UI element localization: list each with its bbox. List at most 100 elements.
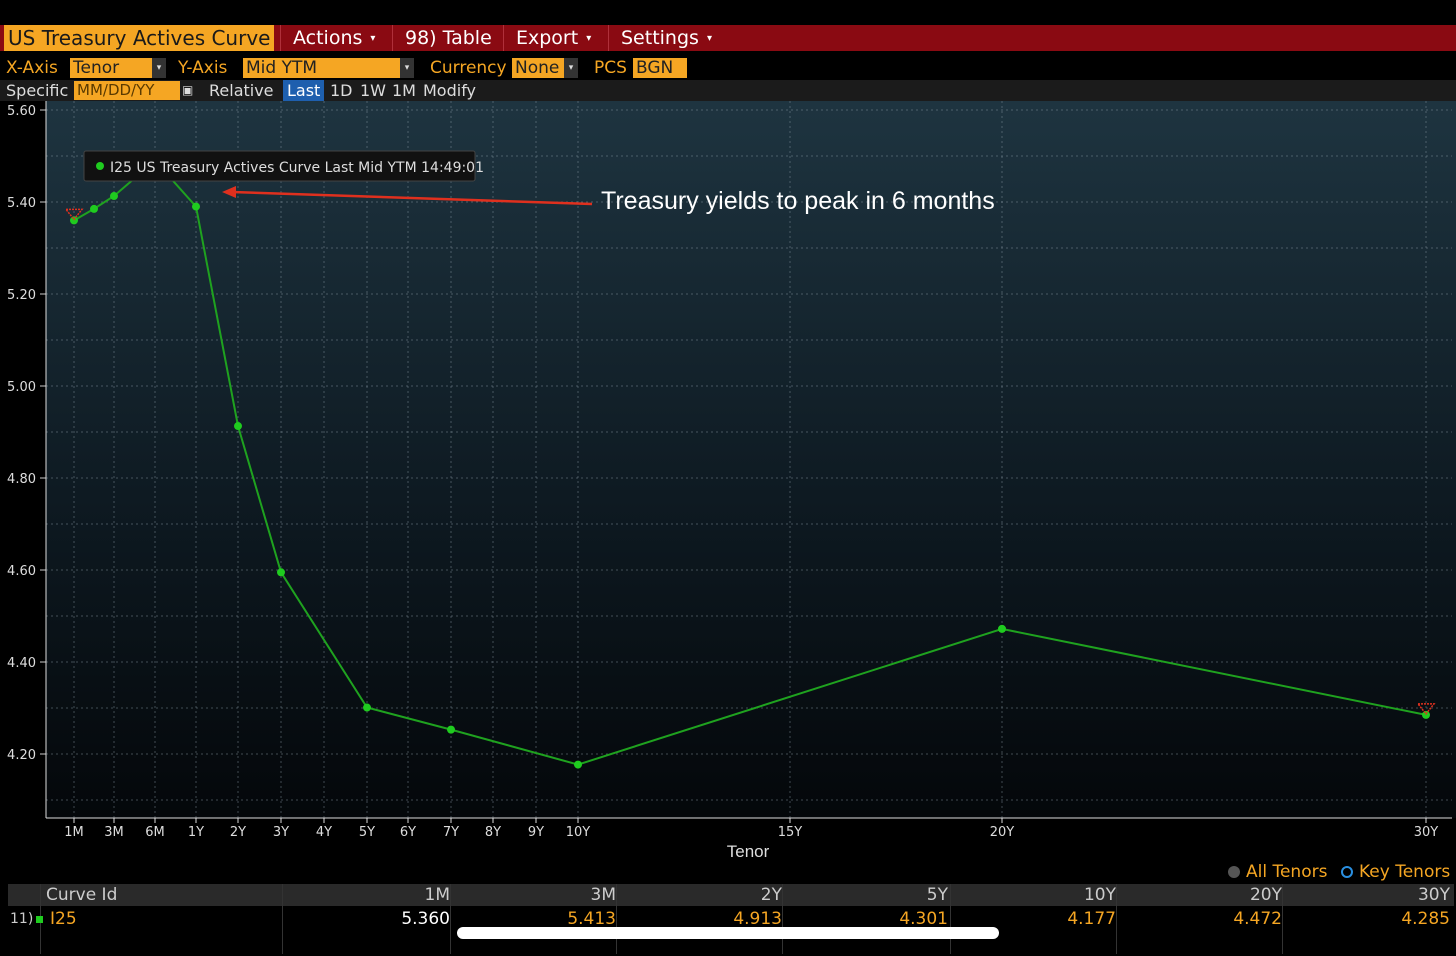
x-tick-label: 15Y: [778, 825, 803, 840]
key-tenors-toggle[interactable]: Key Tenors: [1341, 862, 1450, 882]
data-point[interactable]: [277, 568, 285, 577]
table-menu[interactable]: 98) Table: [392, 25, 504, 51]
data-point[interactable]: [574, 760, 582, 769]
x-axis: 1M 3M 6M 1Y 2Y 3Y 4Y 5Y 6Y 7Y 8Y 9Y 10Y 15Y 20Y 30Y: [46, 817, 1452, 840]
legend-dot-icon: [96, 162, 104, 170]
x-tick-label: 3M: [104, 825, 124, 840]
header-1m: 1M: [424, 885, 450, 905]
1d-button[interactable]: 1D: [330, 81, 353, 100]
data-point[interactable]: [234, 422, 242, 431]
annotation-text: Treasury yields to peak in 6 months: [601, 187, 995, 215]
xaxis-select[interactable]: Tenor ▾: [70, 58, 166, 78]
end-marker-icon: [1416, 703, 1436, 716]
last-button[interactable]: Last: [283, 80, 325, 101]
chevron-down-icon: ▾: [370, 32, 376, 44]
series-color-icon: [36, 916, 43, 923]
export-menu-label: Export: [516, 27, 579, 49]
dropdown-icon: ▾: [400, 58, 414, 78]
y-tick-label: 4.60: [7, 564, 36, 579]
table-header: Curve Id 1M 3M 2Y 5Y 10Y 20Y 30Y: [8, 884, 1454, 906]
annotation-arrow: [231, 190, 593, 206]
y-tick-label: 5.00: [7, 380, 36, 395]
dropdown-icon: ▾: [564, 58, 578, 78]
1m-button[interactable]: 1M: [392, 81, 416, 100]
x-tick-label: 1M: [64, 825, 84, 840]
data-point[interactable]: [110, 192, 118, 201]
x-tick-label: 8Y: [485, 825, 501, 840]
plot-background: [46, 101, 1456, 818]
legend-label: I25 US Treasury Actives Curve Last Mid Y…: [110, 160, 484, 176]
grid-lines: [46, 101, 1452, 818]
x-tick-label: 10Y: [566, 825, 591, 840]
table-menu-label: 98) Table: [405, 27, 492, 49]
all-tenors-label: All Tenors: [1246, 862, 1328, 882]
yaxis-value: Mid YTM: [246, 58, 318, 78]
x-tick-label: 20Y: [990, 825, 1015, 840]
y-axis: 5.60 5.40 5.20 5.00 4.80 4.60 4.40 4.20: [7, 101, 47, 818]
yaxis-label: Y-Axis: [178, 58, 228, 78]
horizontal-scrollbar[interactable]: [457, 927, 999, 939]
value-3m: 5.413: [567, 909, 616, 929]
actions-menu[interactable]: Actions ▾: [280, 25, 387, 51]
yield-table: Curve Id 1M 3M 2Y 5Y 10Y 20Y 30Y 11) I25…: [8, 884, 1454, 954]
settings-menu-label: Settings: [621, 27, 699, 49]
currency-value: None: [515, 58, 560, 78]
x-tick-label: 7Y: [443, 825, 459, 840]
page-title: US Treasury Actives Curve: [4, 25, 275, 51]
data-point[interactable]: [363, 703, 371, 712]
value-1m: 5.360: [401, 909, 450, 929]
arrow-head-icon: [222, 186, 236, 198]
x-tick-label: 6M: [145, 825, 165, 840]
yaxis-select[interactable]: Mid YTM ▾: [243, 58, 414, 78]
all-tenors-toggle[interactable]: All Tenors: [1228, 862, 1327, 882]
date-placeholder: MM/DD/YY: [77, 81, 155, 99]
x-tick-label: 9Y: [528, 825, 544, 840]
radio-selected-icon: [1341, 866, 1353, 878]
radio-icon: [1228, 866, 1240, 878]
x-tick-label: 3Y: [273, 825, 289, 840]
y-tick-label: 4.80: [7, 472, 36, 487]
1w-button[interactable]: 1W: [360, 81, 386, 100]
value-10y: 4.177: [1067, 909, 1116, 929]
currency-label: Currency: [430, 58, 507, 78]
dropdown-icon: ▾: [152, 58, 166, 78]
table-row[interactable]: 11) I25 5.360 5.413 4.913 4.301 4.177 4.…: [8, 908, 1454, 930]
y-tick-label: 5.20: [7, 288, 36, 303]
date-input[interactable]: MM/DD/YY: [74, 81, 180, 100]
pcs-field[interactable]: BGN: [633, 58, 687, 78]
data-point[interactable]: [90, 204, 99, 213]
data-point[interactable]: [447, 725, 455, 734]
y-tick-label: 5.60: [7, 104, 36, 119]
x-tick-label: 6Y: [400, 825, 416, 840]
x-tick-label: 1Y: [188, 825, 204, 840]
y-tick-label: 5.40: [7, 196, 36, 211]
header-5y: 5Y: [926, 885, 948, 905]
actions-menu-label: Actions: [293, 27, 363, 49]
row-index: 11): [10, 911, 34, 927]
x-tick-label: 30Y: [1414, 825, 1439, 840]
export-menu[interactable]: Export ▾: [503, 25, 603, 51]
xaxis-value: Tenor: [73, 58, 120, 78]
header-10y: 10Y: [1083, 885, 1116, 905]
date-controls: Specific MM/DD/YY ▣ Relative Last 1D 1W …: [0, 80, 1456, 101]
yield-curve-chart: 5.605.405.205.004.804.604.404.20 1M 3M 6M 1…: [7, 101, 1456, 861]
row-curve-id: I25: [50, 909, 77, 929]
value-30y: 4.285: [1401, 909, 1450, 929]
calendar-icon[interactable]: ▣: [182, 83, 194, 97]
value-2y: 4.913: [733, 909, 782, 929]
data-point[interactable]: [998, 624, 1006, 633]
settings-menu[interactable]: Settings ▾: [608, 25, 724, 51]
y-tick-label: 4.20: [7, 748, 36, 763]
specific-label: Specific: [6, 81, 69, 100]
header-curve-id: Curve Id: [46, 885, 118, 905]
data-point[interactable]: [192, 202, 200, 211]
header-2y: 2Y: [760, 885, 782, 905]
header-30y: 30Y: [1417, 885, 1450, 905]
value-5y: 4.301: [899, 909, 948, 929]
key-tenors-label: Key Tenors: [1359, 862, 1451, 882]
header-3m: 3M: [590, 885, 616, 905]
modify-button[interactable]: Modify: [423, 81, 477, 100]
pcs-label: PCS: [594, 58, 627, 78]
currency-select[interactable]: None ▾: [512, 58, 578, 78]
x-tick-label: 5Y: [359, 825, 375, 840]
